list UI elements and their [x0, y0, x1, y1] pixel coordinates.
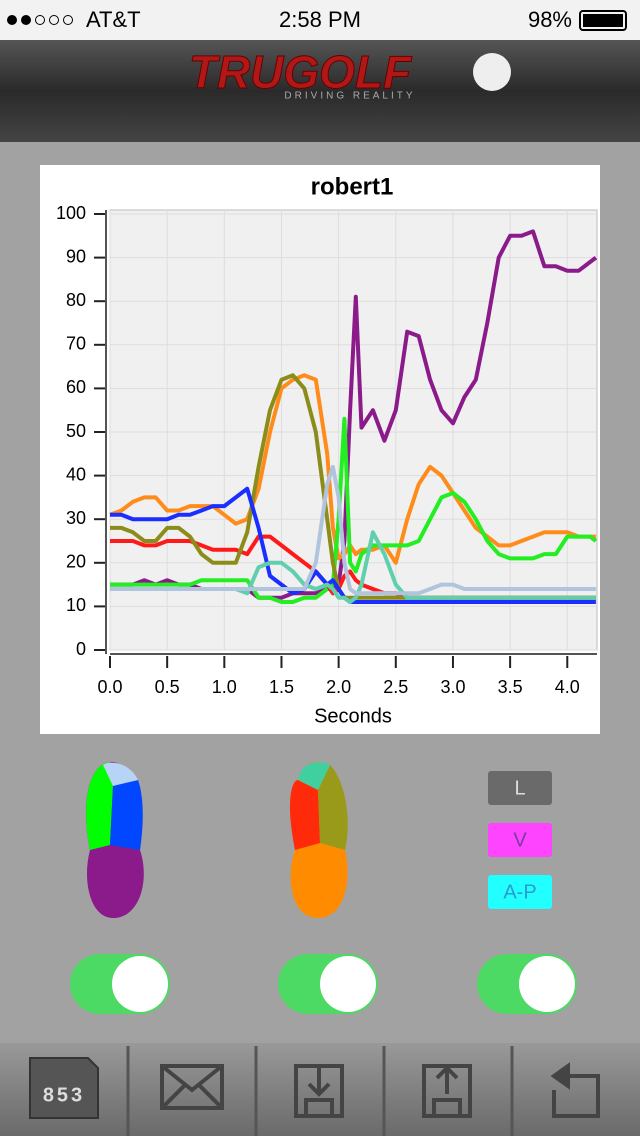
y-tick-label: 30	[66, 508, 86, 528]
y-tick-label: 0	[76, 639, 86, 659]
counter-icon[interactable]	[29, 1057, 99, 1119]
toggle[interactable]	[477, 954, 577, 1014]
battery-level: 98%	[528, 7, 572, 32]
toggle[interactable]	[70, 954, 170, 1014]
button-v[interactable]	[488, 823, 552, 857]
x-tick-label: 2.5	[383, 677, 408, 697]
toolbar-dividers	[126, 1046, 514, 1136]
chart-title: robert1	[311, 173, 394, 200]
x-axis-label: Seconds	[314, 705, 392, 727]
y-tick-label: 70	[66, 334, 86, 354]
y-tick-label: 50	[66, 421, 86, 441]
mail-button[interactable]	[160, 1064, 224, 1110]
y-tick-label: 10	[66, 595, 86, 615]
clock: 2:58 PM	[279, 7, 361, 32]
button-label: V	[513, 829, 527, 851]
left-foot	[86, 761, 144, 918]
x-tick-label: 1.5	[269, 677, 294, 697]
x-tick-label: 4.0	[555, 677, 580, 697]
y-tick-label: 100	[56, 203, 86, 223]
battery-fill	[583, 14, 623, 27]
button-label: L	[514, 777, 525, 799]
y-tick-label: 90	[66, 246, 86, 266]
tagline: DRIVING REALITY	[284, 91, 415, 102]
y-tick-label: 80	[66, 290, 86, 310]
x-tick-label: 1.0	[212, 677, 237, 697]
series-line	[110, 416, 598, 604]
back-button[interactable]	[550, 1062, 600, 1118]
carrier: AT&T	[86, 7, 141, 32]
load-button[interactable]	[294, 1064, 344, 1118]
x-tick-label: 3.5	[498, 677, 523, 697]
logo: TRUGOLF	[189, 46, 413, 98]
counter: 853	[43, 1084, 85, 1106]
button-l[interactable]	[488, 771, 552, 805]
header	[0, 40, 640, 142]
toggle[interactable]	[278, 954, 378, 1014]
plot: 0 10 20 30 40 50 60 70 80 90 100 0.0 0.5 1.0 1.5 2.0 2.5…	[56, 203, 598, 697]
battery-icon	[579, 10, 627, 31]
x-tick-label: 0.5	[155, 677, 180, 697]
button-ap[interactable]	[488, 875, 552, 909]
y-tick-label: 60	[66, 377, 86, 397]
signal	[7, 15, 73, 25]
x-tick-label: 0.0	[97, 677, 122, 697]
x-tick-label: 2.0	[326, 677, 351, 697]
button-label: A-P	[503, 881, 536, 903]
series-line	[110, 464, 596, 596]
x-tick-label: 3.0	[440, 677, 465, 697]
save-button[interactable]	[422, 1064, 472, 1118]
y-tick-label: 40	[66, 464, 86, 484]
status-bar	[0, 0, 640, 40]
right-foot	[289, 761, 348, 918]
y-tick-label: 20	[66, 552, 86, 572]
golf-ball	[473, 53, 511, 91]
